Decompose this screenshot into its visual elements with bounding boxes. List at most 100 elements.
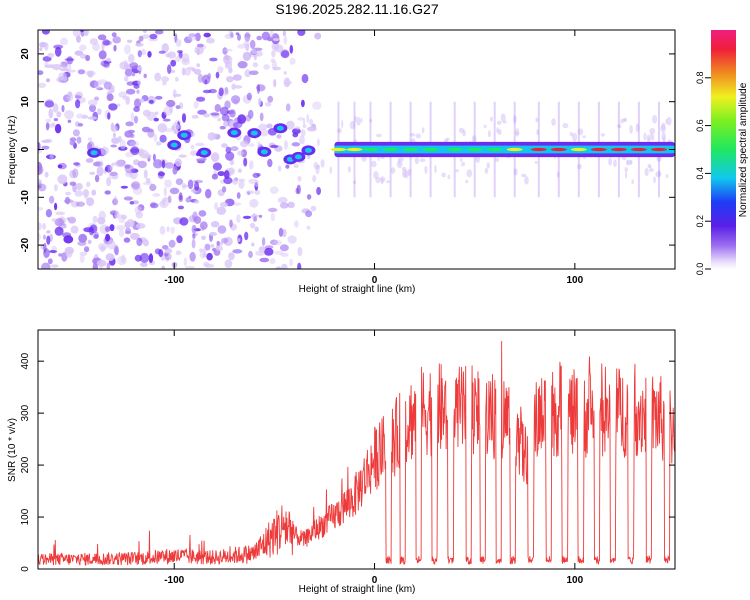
noise-speckle	[221, 237, 229, 244]
noise-speckle	[45, 122, 50, 131]
noise-speckle	[177, 205, 184, 210]
noise-speckle	[117, 255, 127, 266]
noise-speckle	[42, 223, 46, 230]
noise-speckle	[390, 167, 396, 174]
spectrogram-y-label: Frequency (Hz)	[7, 116, 18, 185]
noise-speckle	[286, 120, 295, 130]
noise-speckle	[484, 167, 489, 174]
signal-blob	[167, 140, 182, 151]
colorbar: 0.0 0.2 0.4 0.6 0.8 Normalized spectral ampl…	[695, 30, 749, 275]
ridge-segment	[346, 147, 363, 152]
noise-speckle	[76, 113, 84, 119]
noise-speckle	[38, 179, 42, 184]
noise-speckle	[124, 230, 132, 235]
noise-speckle	[264, 245, 274, 250]
noise-speckle	[280, 252, 289, 257]
noise-speckle	[64, 110, 74, 120]
noise-speckle	[661, 122, 666, 131]
noise-speckle	[193, 199, 200, 204]
noise-speckle	[118, 146, 128, 151]
noise-speckle	[277, 196, 288, 204]
noise-speckle	[551, 118, 556, 126]
noise-speckle	[64, 196, 71, 205]
noise-speckle	[107, 239, 116, 250]
noise-speckle	[115, 159, 126, 168]
noise-speckle	[644, 167, 649, 177]
noise-speckle	[267, 95, 274, 103]
noise-speckle	[79, 251, 88, 256]
noise-speckle	[124, 44, 131, 55]
noise-speckle	[175, 178, 184, 186]
y-tick-label: 300	[20, 404, 31, 421]
noise-speckle	[360, 118, 363, 123]
noise-speckle	[254, 226, 259, 232]
noise-speckle	[353, 180, 357, 184]
noise-speckle	[41, 30, 50, 35]
noise-speckle	[249, 70, 259, 76]
noise-speckle	[134, 205, 142, 215]
noise-speckle	[223, 120, 229, 128]
noise-speckle	[125, 97, 130, 105]
noise-speckle	[121, 254, 126, 264]
noise-speckle	[130, 232, 140, 240]
noise-speckle	[237, 168, 242, 173]
noise-speckle	[577, 164, 582, 170]
noise-speckle	[204, 79, 208, 85]
noise-speckle	[203, 32, 211, 38]
noise-speckle	[201, 235, 206, 240]
noise-speckle	[299, 135, 305, 145]
noise-speckle	[54, 123, 62, 134]
noise-speckle	[245, 190, 255, 194]
noise-speckle	[133, 115, 139, 124]
noise-speckle	[217, 117, 222, 122]
noise-speckle	[349, 120, 356, 130]
noise-speckle	[70, 225, 79, 234]
noise-speckle	[487, 130, 491, 138]
noise-speckle	[109, 224, 115, 232]
noise-speckle	[643, 132, 647, 141]
noise-speckle	[259, 129, 269, 137]
noise-speckle	[66, 93, 74, 101]
noise-speckle	[191, 224, 197, 234]
noise-speckle	[41, 262, 51, 269]
noise-speckle	[313, 161, 319, 170]
noise-speckle	[224, 259, 233, 269]
noise-speckle	[646, 134, 651, 140]
snr-frame	[37, 329, 676, 570]
noise-speckle	[460, 157, 463, 162]
noise-speckle	[136, 237, 143, 247]
ridge-segment	[422, 147, 439, 152]
noise-speckle	[219, 201, 228, 208]
noise-speckle	[242, 215, 252, 219]
colorbar-gradient	[711, 30, 736, 269]
noise-speckle	[164, 253, 172, 261]
noise-speckle	[110, 84, 115, 93]
noise-speckle	[164, 128, 174, 133]
noise-speckle	[112, 36, 121, 44]
noise-speckle	[447, 174, 451, 180]
noise-speckle	[245, 43, 250, 51]
noise-speckle	[246, 92, 252, 101]
noise-speckle	[38, 183, 47, 192]
noise-speckle	[69, 181, 77, 186]
y-tick-label: 100	[20, 508, 31, 525]
noise-speckle	[137, 160, 147, 169]
noise-speckle	[153, 117, 159, 122]
noise-speckle	[87, 239, 92, 244]
noise-speckle	[129, 140, 139, 147]
noise-speckle	[193, 216, 202, 224]
noise-speckle	[210, 152, 220, 163]
noise-speckle	[204, 243, 211, 251]
noise-speckle	[222, 186, 227, 193]
y-tick-label: 400	[20, 352, 31, 369]
noise-speckle	[78, 233, 88, 243]
noise-speckle	[53, 118, 59, 122]
noise-speckle	[195, 32, 201, 42]
noise-speckle	[38, 207, 44, 211]
noise-speckle	[287, 235, 297, 244]
noise-speckle	[96, 259, 107, 267]
noise-speckle	[97, 34, 107, 41]
noise-speckle	[52, 103, 59, 113]
noise-speckle	[184, 67, 191, 76]
